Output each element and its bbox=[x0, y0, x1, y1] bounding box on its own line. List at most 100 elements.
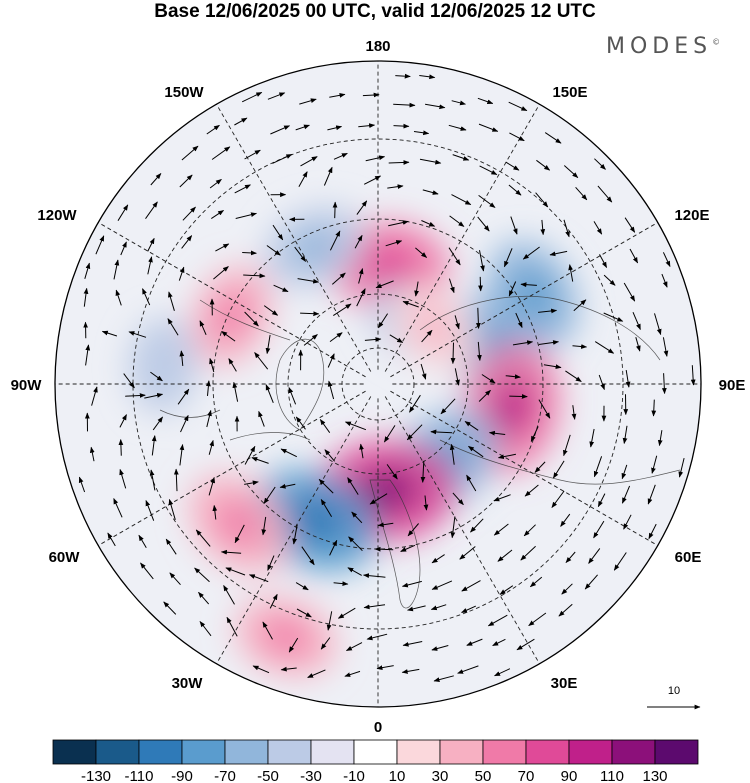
wind-arrow bbox=[479, 165, 498, 176]
wind-arrow bbox=[327, 353, 335, 368]
wind-arrow bbox=[401, 668, 420, 674]
label-180: 180 bbox=[365, 38, 390, 55]
wind-arrow bbox=[459, 546, 476, 560]
wind-arrow bbox=[552, 460, 565, 479]
wind-arrow bbox=[266, 245, 281, 256]
wind-arrow bbox=[359, 443, 364, 459]
coastlines bbox=[159, 295, 681, 609]
wind-arrow bbox=[509, 394, 528, 399]
colorbar-cell bbox=[525, 739, 570, 765]
wind-arrow bbox=[597, 185, 613, 203]
vector-scale-label: 10 bbox=[668, 685, 680, 697]
wind-arrow bbox=[538, 340, 559, 345]
wind-arrow bbox=[488, 430, 506, 436]
wind-arrow bbox=[363, 573, 386, 579]
wind-arrow bbox=[208, 439, 214, 455]
wind-arrow bbox=[493, 494, 511, 502]
vector-scale: 10 bbox=[647, 685, 701, 710]
wind-arrow bbox=[300, 156, 318, 167]
wind-arrow bbox=[623, 514, 632, 530]
wind-arrow bbox=[119, 414, 127, 428]
wind-arrow bbox=[593, 456, 603, 478]
wind-arrow bbox=[375, 280, 394, 289]
wind-arrow bbox=[402, 301, 419, 308]
wind-arrow bbox=[211, 209, 224, 220]
wind-arrow bbox=[199, 320, 207, 335]
wind-arrow bbox=[478, 389, 491, 402]
wind-arrow bbox=[431, 554, 445, 564]
wind-arrow bbox=[481, 374, 496, 384]
wind-arrow bbox=[147, 237, 155, 252]
wind-arrow bbox=[468, 445, 484, 458]
wind-arrow bbox=[331, 272, 346, 285]
wind-arrow bbox=[91, 386, 98, 406]
wind-arrow bbox=[520, 545, 536, 561]
wind-arrow bbox=[254, 352, 269, 370]
wind-arrow bbox=[407, 523, 419, 537]
wind-arrow bbox=[454, 315, 460, 330]
colorbar-tick-label: -70 bbox=[214, 768, 236, 783]
wind-arrow bbox=[393, 123, 410, 129]
wind-arrow bbox=[625, 370, 631, 388]
wind-arrow bbox=[263, 305, 279, 316]
wind-arrow bbox=[451, 194, 472, 206]
wind-arrow bbox=[386, 464, 398, 480]
wind-arrow bbox=[540, 219, 546, 236]
label-120w: 120W bbox=[37, 207, 77, 224]
wind-arrow bbox=[195, 529, 211, 547]
wind-arrow bbox=[575, 186, 588, 201]
wind-arrow bbox=[452, 492, 464, 506]
wind-arrow bbox=[430, 429, 453, 435]
wind-arrow bbox=[594, 341, 615, 354]
wind-arrow bbox=[120, 241, 127, 256]
wind-arrow bbox=[423, 495, 429, 511]
wind-arrow bbox=[89, 446, 95, 462]
wind-arrow bbox=[420, 460, 426, 483]
wind-arrow bbox=[508, 101, 528, 112]
wind-arrow bbox=[409, 394, 421, 413]
wind-arrow bbox=[629, 248, 639, 264]
wind-arrow bbox=[209, 357, 215, 373]
wind-arrow bbox=[267, 555, 275, 571]
wind-arrow bbox=[543, 364, 562, 370]
wind-arrow bbox=[461, 580, 481, 592]
wind-arrow bbox=[452, 154, 470, 161]
wind-arrow bbox=[374, 546, 394, 552]
wind-arrow bbox=[177, 388, 190, 405]
wind-arrow bbox=[593, 221, 603, 235]
wind-arrow bbox=[389, 334, 404, 344]
wind-arrow bbox=[603, 312, 624, 322]
wind-arrow bbox=[422, 189, 439, 195]
wind-arrow bbox=[78, 476, 86, 493]
wind-arrow bbox=[234, 524, 245, 544]
wind-arrow bbox=[101, 330, 118, 337]
label-30e: 30E bbox=[551, 675, 578, 692]
colorbar-tick-label: 30 bbox=[432, 768, 449, 783]
wind-arrow bbox=[493, 523, 509, 536]
wind-arrow bbox=[265, 334, 271, 355]
wind-arrow bbox=[280, 448, 298, 458]
wind-arrow bbox=[621, 485, 631, 504]
wind-arrow bbox=[524, 484, 539, 497]
wind-arrow bbox=[499, 585, 514, 595]
wind-arrow bbox=[624, 217, 636, 233]
colorbar-tick-label: -30 bbox=[300, 768, 322, 783]
wind-arrow bbox=[332, 201, 338, 219]
wind-arrow bbox=[402, 641, 423, 647]
wind-arrow bbox=[388, 220, 409, 227]
wind-arrow bbox=[430, 604, 447, 611]
wind-arrow bbox=[179, 350, 185, 366]
wind-arrow bbox=[299, 98, 317, 105]
wind-arrow bbox=[573, 299, 587, 312]
wind-arrow bbox=[647, 484, 656, 505]
wind-arrow bbox=[320, 637, 331, 650]
wind-arrow bbox=[588, 548, 601, 564]
wind-arrow bbox=[213, 266, 229, 280]
wind-arrow bbox=[421, 220, 436, 227]
anomaly-field bbox=[128, 206, 580, 678]
wind-arrow bbox=[632, 312, 641, 331]
wind-arrow bbox=[300, 311, 320, 317]
wind-arrow bbox=[181, 235, 193, 249]
wind-arrow bbox=[385, 240, 403, 247]
wind-arrow bbox=[450, 342, 456, 365]
